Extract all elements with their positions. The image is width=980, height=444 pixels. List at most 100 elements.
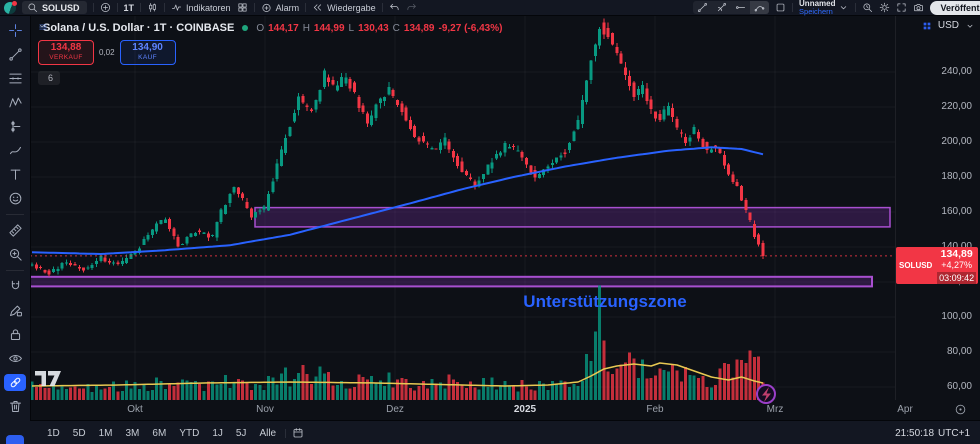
save-layout-button[interactable]: Unnamed Speichern	[799, 0, 849, 15]
spread-value: 0,02	[99, 48, 115, 57]
lock-all-tool[interactable]	[4, 326, 26, 343]
compare-add-icon[interactable]	[100, 2, 111, 13]
sell-button[interactable]: 134,88 VERKAUF	[38, 40, 94, 65]
range-button-1d[interactable]: 1D	[47, 427, 60, 439]
range-button-ytd[interactable]: YTD	[179, 427, 200, 439]
replay-icon	[312, 2, 323, 13]
emoji-tool[interactable]	[4, 190, 26, 207]
publish-button[interactable]: Veröffentl	[930, 0, 980, 15]
order-panel: 134,88 VERKAUF 0,02 134,90 KAUF	[38, 40, 502, 65]
support-zone-annotation[interactable]: Unterstützungszone	[523, 292, 687, 311]
range-button-5d[interactable]: 5D	[72, 427, 86, 439]
zoom-in-tool[interactable]	[4, 246, 26, 263]
range-button-5j[interactable]: 5J	[235, 427, 247, 439]
chart-type-candles-icon[interactable]	[147, 2, 158, 13]
text-tool[interactable]	[4, 166, 26, 183]
trend-line-shortcut-icon[interactable]	[693, 1, 712, 14]
trend-angle-shortcut-icon[interactable]	[712, 1, 731, 14]
time-tick: Mrz	[766, 404, 784, 415]
goto-date-target-icon[interactable]	[954, 403, 967, 416]
range-button-1m[interactable]: 1M	[98, 427, 113, 439]
fib-retracement-tool[interactable]	[4, 70, 26, 87]
chevron-down-icon	[838, 2, 849, 13]
divider	[792, 3, 794, 12]
drawing-mode-tool[interactable]	[4, 302, 26, 319]
fullscreen-icon[interactable]	[896, 2, 907, 13]
alarm-clock-icon	[261, 2, 272, 13]
candles	[30, 18, 765, 277]
xabcd-pattern-tool[interactable]	[4, 94, 26, 111]
layout-name: Unnamed	[799, 0, 836, 8]
price-tick: 160,00	[941, 206, 972, 217]
price-tick: 80,00	[946, 346, 972, 357]
symbol-title[interactable]: Solana / U.S. Dollar · 1T · COINBASE	[43, 22, 235, 34]
price-tag-symbol: SOLUSD	[896, 247, 936, 284]
settings-gear-icon[interactable]	[879, 2, 890, 13]
range-button-alle[interactable]: Alle	[259, 427, 277, 439]
trend-line-tool[interactable]	[4, 46, 26, 63]
brush-tool[interactable]	[4, 142, 26, 159]
ma-line-blue	[31, 146, 764, 255]
layout-square-icon[interactable]	[775, 2, 786, 13]
time-axis[interactable]: Okt Nov Dez 2025 Feb Mrz Apr	[30, 400, 980, 420]
link-tool[interactable]	[4, 374, 26, 391]
symbol-search-button[interactable]: SOLUSD	[22, 1, 87, 14]
time-tick: 2025	[513, 404, 537, 415]
indicators-button[interactable]: Indikatoren	[171, 2, 231, 13]
price-tick: 60,00	[946, 381, 972, 392]
price-tick: 240,00	[941, 66, 972, 77]
user-avatar[interactable]	[4, 0, 17, 14]
magnet-tool[interactable]	[4, 278, 26, 295]
time-tick: Okt	[127, 404, 143, 415]
chart-canvas[interactable]: Solana / U.S. Dollar · 1T · COINBASE O 14…	[30, 15, 895, 420]
chart-legend: Solana / U.S. Dollar · 1T · COINBASE O 14…	[38, 22, 502, 85]
legend-collapse-button[interactable]: 6	[38, 25, 61, 85]
interval-button[interactable]: 1T	[123, 2, 135, 13]
time-tick: Feb	[646, 404, 664, 415]
snapshot-camera-icon[interactable]	[913, 2, 924, 13]
price-tick: 100,00	[941, 311, 972, 322]
divider	[305, 3, 307, 12]
clipped-tool-icon[interactable]	[6, 435, 24, 444]
replay-button[interactable]: Wiedergabe	[312, 2, 376, 13]
quick-search-icon[interactable]	[862, 2, 873, 13]
volume-ma-line	[31, 362, 764, 387]
hide-all-tool[interactable]	[4, 350, 26, 367]
clock[interactable]: 21:50:18 UTC+1	[895, 427, 970, 439]
divider	[6, 270, 24, 271]
trash-tool[interactable]	[4, 398, 26, 415]
goto-date-calendar-icon[interactable]	[292, 427, 304, 439]
drawing-shortcuts-group	[693, 1, 770, 14]
support-zone-rect	[30, 275, 873, 288]
buy-button[interactable]: 134,90 KAUF	[119, 40, 176, 65]
divider	[92, 3, 94, 12]
price-axis[interactable]: USD 240,00 220,00 200,00 180,00 160,00 140,00…	[895, 15, 980, 400]
range-button-6m[interactable]: 6M	[152, 427, 167, 439]
range-buttons: 1D 5D 1M 3M 6M YTD 1J 5J Alle	[44, 428, 279, 439]
range-button-3m[interactable]: 3M	[125, 427, 140, 439]
currency-selector[interactable]: USD	[922, 20, 975, 31]
last-price-tag: SOLUSD 134,89 +4,27% 03:09:42	[896, 247, 978, 284]
time-tick: Dez	[386, 404, 404, 415]
price-tick: 140,00	[941, 241, 972, 252]
horizontal-ray-shortcut-icon[interactable]	[731, 1, 750, 14]
projection-tool[interactable]	[4, 118, 26, 135]
range-button-1j[interactable]: 1J	[212, 427, 223, 439]
crosshair-tool[interactable]	[4, 22, 26, 39]
ruler-tool[interactable]	[4, 222, 26, 239]
top-toolbar-right: Unnamed Speichern Veröffentl	[693, 0, 980, 15]
divider	[381, 3, 383, 12]
market-status-dot	[242, 25, 249, 31]
price-tag-change: +4,27%	[941, 260, 973, 271]
undo-icon[interactable]	[389, 2, 400, 13]
divider	[855, 3, 857, 12]
layout-grid-icon[interactable]	[237, 2, 248, 13]
emoji-badge	[756, 384, 776, 404]
price-tick: 200,00	[941, 136, 972, 147]
redo-icon[interactable]	[406, 2, 417, 13]
alert-button[interactable]: Alarm	[261, 2, 299, 13]
tradingview-watermark	[35, 371, 61, 386]
chevron-down-icon	[965, 21, 975, 31]
curve-shortcut-icon[interactable]	[750, 1, 770, 14]
